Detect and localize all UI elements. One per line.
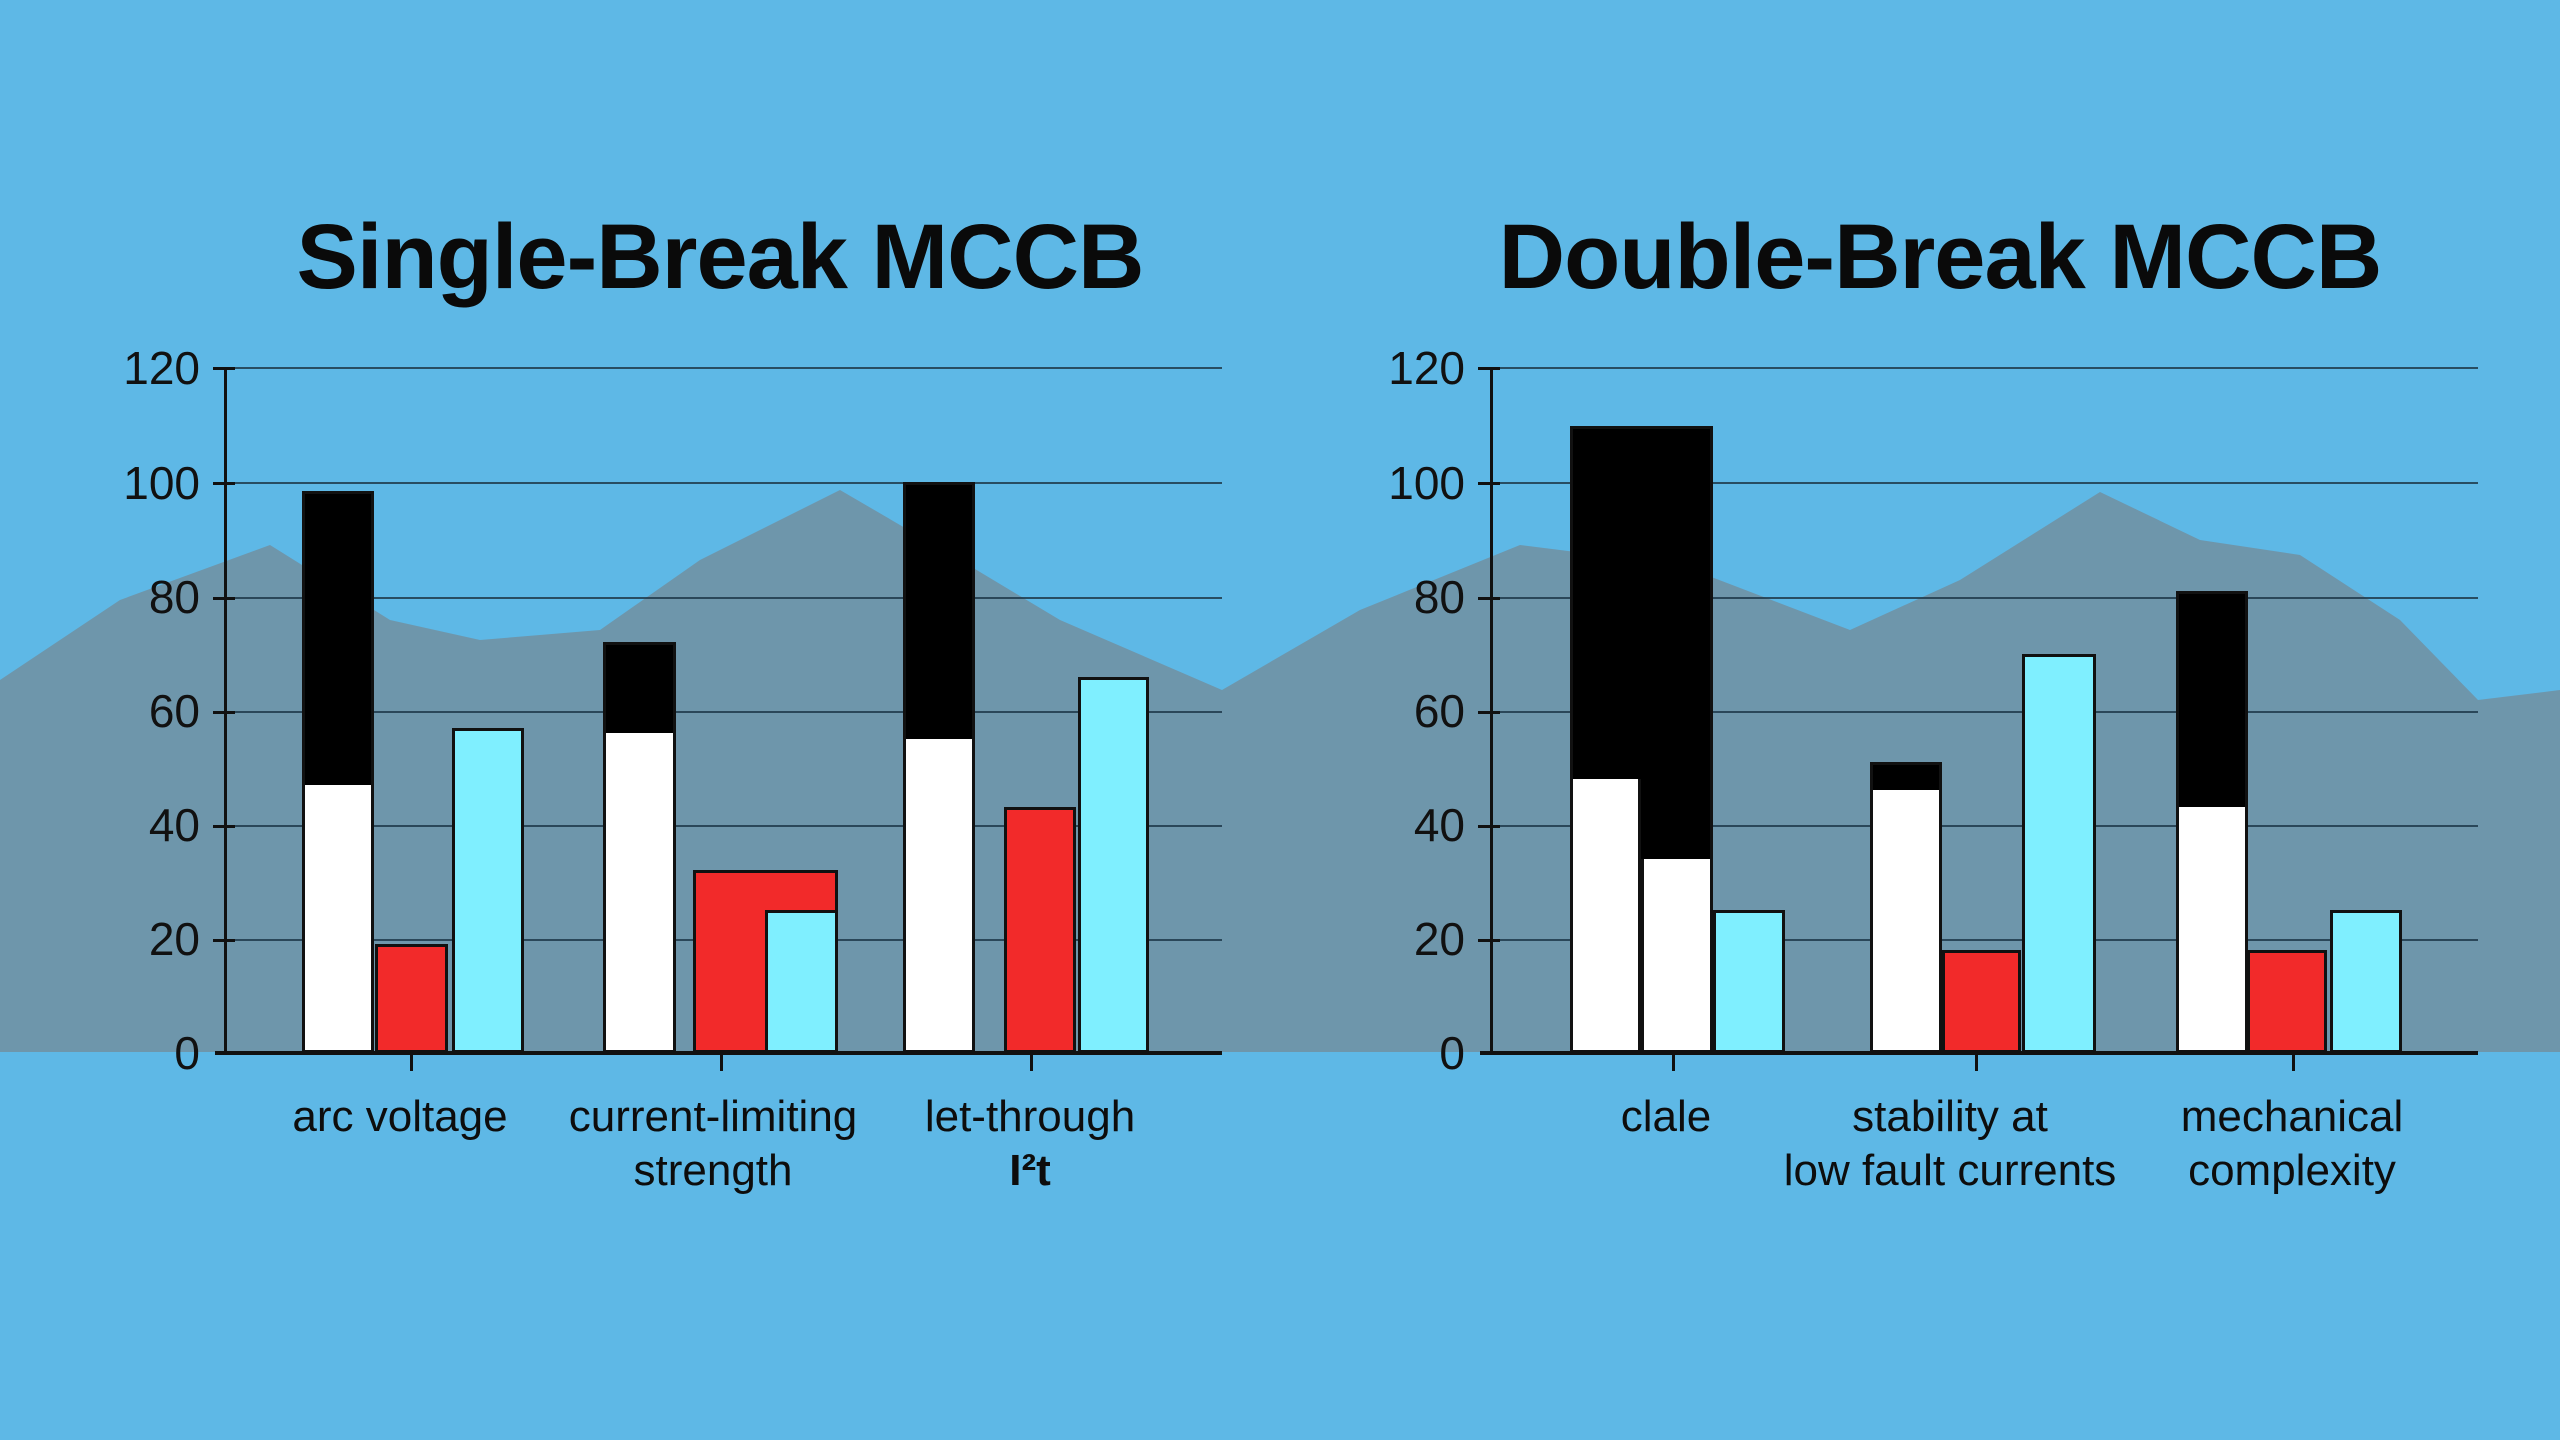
bar-current-limiting-cyan bbox=[765, 910, 838, 1053]
x-label-line1: mechanical bbox=[2180, 1092, 2404, 1141]
gridline-100 bbox=[225, 482, 1222, 484]
x-label-let-through: let-through I²t bbox=[925, 1090, 1135, 1198]
chart-title: Double-Break MCCB bbox=[1498, 206, 2383, 308]
bar-stability-cyan bbox=[2022, 654, 2096, 1053]
bar-mechanical-red bbox=[2247, 950, 2327, 1053]
bar-clale-white-1 bbox=[1570, 779, 1641, 1053]
x-label-clale: clale bbox=[1621, 1090, 1712, 1144]
bar-clale-white-2 bbox=[1641, 859, 1713, 1053]
gridline-120 bbox=[1490, 367, 2478, 369]
y-tick-label: 120 bbox=[123, 342, 200, 394]
y-tick-mark bbox=[1478, 597, 1500, 600]
y-tick-mark bbox=[1478, 482, 1500, 485]
x-tick-mark bbox=[1975, 1053, 1978, 1071]
y-tick-label: 60 bbox=[1413, 685, 1465, 737]
y-tick-label: 40 bbox=[1413, 799, 1465, 851]
y-tick-label: 60 bbox=[148, 685, 200, 737]
bar-clale-cyan bbox=[1713, 910, 1785, 1053]
x-tick-mark bbox=[720, 1053, 723, 1071]
gridline-60 bbox=[1490, 711, 2478, 713]
x-tick-mark bbox=[1672, 1053, 1675, 1071]
y-tick-mark bbox=[1478, 939, 1500, 942]
bar-arc-voltage-red bbox=[375, 944, 448, 1053]
bar-mechanical-white bbox=[2176, 807, 2248, 1053]
y-axis bbox=[1490, 367, 1493, 1055]
gridline-120 bbox=[225, 367, 1222, 369]
bar-arc-voltage-white bbox=[302, 785, 374, 1053]
x-label-line1: clale bbox=[1620, 1092, 1712, 1141]
bar-let-through-cyan bbox=[1078, 677, 1149, 1053]
x-label-line2: strength bbox=[633, 1146, 793, 1195]
x-axis bbox=[1480, 1051, 2478, 1055]
y-tick-mark bbox=[1478, 367, 1500, 370]
y-tick-label: 20 bbox=[1413, 913, 1465, 965]
y-tick-label: 100 bbox=[123, 457, 200, 509]
bar-current-limiting-white bbox=[603, 733, 676, 1053]
x-label-line2: complexity bbox=[2188, 1146, 2396, 1195]
bar-let-through-white bbox=[903, 739, 975, 1053]
x-label-line2: I²t bbox=[1009, 1146, 1051, 1195]
gridline-20 bbox=[1490, 939, 2478, 941]
x-label-line2: low fault currents bbox=[1783, 1146, 2117, 1195]
bar-arc-voltage-cyan bbox=[452, 728, 524, 1053]
x-label-line1: stability at bbox=[1852, 1092, 2048, 1141]
gridline-80 bbox=[1490, 597, 2478, 599]
x-label-line1: let-through bbox=[924, 1092, 1136, 1141]
y-tick-label: 0 bbox=[174, 1027, 200, 1079]
x-label-line1: arc voltage bbox=[292, 1092, 508, 1141]
x-tick-mark bbox=[2292, 1053, 2295, 1071]
bar-let-through-red bbox=[1004, 807, 1076, 1053]
gridline-100 bbox=[1490, 482, 2478, 484]
x-label-arc-voltage: arc voltage bbox=[292, 1090, 507, 1144]
y-axis bbox=[224, 367, 227, 1055]
x-label-current-limiting: current-limiting strength bbox=[569, 1090, 858, 1198]
gridline-80 bbox=[225, 597, 1222, 599]
y-tick-label: 0 bbox=[1439, 1027, 1465, 1079]
gridline-60 bbox=[225, 711, 1222, 713]
y-tick-mark bbox=[1478, 711, 1500, 714]
y-tick-label: 100 bbox=[1388, 457, 1465, 509]
x-label-mechanical: mechanical complexity bbox=[2181, 1090, 2404, 1198]
bar-mechanical-cyan bbox=[2330, 910, 2402, 1053]
y-tick-label: 120 bbox=[1388, 342, 1465, 394]
y-tick-label: 20 bbox=[148, 913, 200, 965]
x-tick-mark bbox=[1030, 1053, 1033, 1071]
x-label-stability: stability at low fault currents bbox=[1784, 1090, 2117, 1198]
gridline-40 bbox=[1490, 825, 2478, 827]
x-tick-mark bbox=[410, 1053, 413, 1071]
gridline-40 bbox=[225, 825, 1222, 827]
y-tick-label: 80 bbox=[1413, 571, 1465, 623]
y-tick-mark bbox=[1478, 825, 1500, 828]
bar-stability-red bbox=[1942, 950, 2021, 1053]
bar-stability-white bbox=[1870, 790, 1942, 1053]
y-tick-label: 40 bbox=[148, 799, 200, 851]
x-label-line1: current-limiting bbox=[568, 1092, 858, 1141]
y-tick-label: 80 bbox=[148, 571, 200, 623]
chart-title: Single-Break MCCB bbox=[296, 206, 1145, 308]
x-axis bbox=[215, 1051, 1222, 1055]
